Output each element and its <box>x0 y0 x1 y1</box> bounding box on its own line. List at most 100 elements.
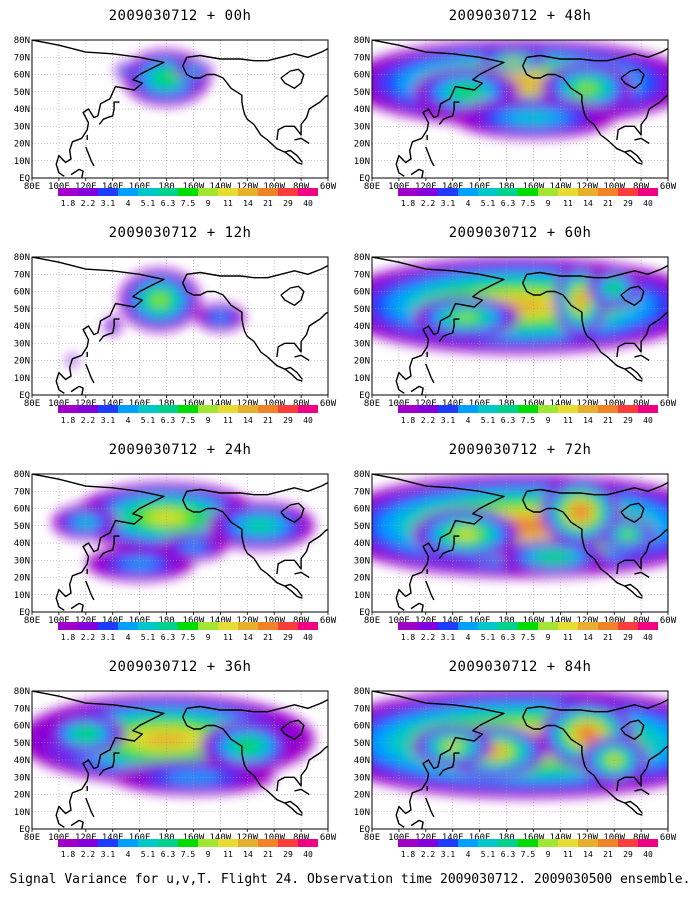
colorbar-swatch <box>618 188 638 196</box>
lon-tick-label: 120E <box>415 182 437 190</box>
colorbar-swatch <box>138 405 158 413</box>
lon-tick-label: 80E <box>364 833 380 841</box>
colorbar-swatch <box>578 188 598 196</box>
lon-tick-label: 180 <box>158 833 174 841</box>
colorbar-swatch <box>418 622 438 630</box>
lon-tick-label: 120W <box>236 833 258 841</box>
map-frame <box>371 39 669 179</box>
lon-tick-label: 140E <box>442 616 464 624</box>
lon-tick-label: 60W <box>320 399 337 407</box>
colorbar-label: 5.1 <box>481 850 496 859</box>
lon-tick-label: 160W <box>183 182 205 190</box>
colorbar-label: 29 <box>283 416 293 425</box>
colorbar-swatch <box>578 405 598 413</box>
colorbar-label: 9 <box>546 416 551 425</box>
colorbar-label: 5.1 <box>481 633 496 642</box>
lat-tick-label: 40N <box>14 105 30 115</box>
lat-tick-label: 20N <box>14 357 30 367</box>
colorbar-label: 21 <box>603 633 613 642</box>
lon-tick-label: 120E <box>75 833 97 841</box>
colorbar-label: 9 <box>546 850 551 859</box>
colorbar: 1.8 2.2 3.1 4 5.1 6.3 7.5 9 11 14 21 29 40 <box>398 839 658 859</box>
lon-tick-label: 160E <box>469 616 491 624</box>
lat-tick-label: 40N <box>14 539 30 549</box>
figure-caption: Signal Variance for u,v,T. Flight 24. Ob… <box>9 872 691 887</box>
colorbar-swatch <box>398 405 418 413</box>
colorbar: 1.8 2.2 3.1 4 5.1 6.3 7.5 9 11 14 21 29 40 <box>58 188 318 208</box>
colorbar-label: 21 <box>263 199 273 208</box>
lon-tick-label: 160E <box>129 182 151 190</box>
gridlines <box>372 257 668 395</box>
lon-tick-label: 60W <box>660 616 677 624</box>
lon-tick-label: 140E <box>102 399 124 407</box>
lon-tick-label: 80E <box>24 616 40 624</box>
colorbar-swatch <box>58 405 78 413</box>
colorbar-label: 2.2 <box>421 416 436 425</box>
lon-tick-label: 80W <box>633 833 650 841</box>
lon-tick-label: 80W <box>293 399 310 407</box>
colorbar-label: 7.5 <box>521 633 536 642</box>
colorbar-swatch <box>298 188 318 196</box>
lon-tick-label: 160E <box>469 833 491 841</box>
variance-contour <box>122 68 130 74</box>
lon-tick-label: 140W <box>210 182 232 190</box>
colorbar-label: 4 <box>466 199 471 208</box>
colorbar: 1.8 2.2 3.1 4 5.1 6.3 7.5 9 11 14 21 29 40 <box>58 622 318 642</box>
colorbar-label: 40 <box>303 199 313 208</box>
colorbar-label: 14 <box>583 633 593 642</box>
colorbar-swatch <box>638 405 658 413</box>
colorbar-swatch <box>98 188 118 196</box>
colorbar-label: 11 <box>563 633 573 642</box>
colorbar-swatch <box>278 188 298 196</box>
lat-tick-label: 40N <box>14 756 30 766</box>
colorbar-label: 2.2 <box>81 850 96 859</box>
lat-tick-label: 20N <box>354 140 370 150</box>
colorbar-swatch <box>638 188 658 196</box>
colorbar-label: 21 <box>263 416 273 425</box>
lon-tick-label: 140W <box>550 616 572 624</box>
lon-tick-label: 140E <box>102 182 124 190</box>
colorbar-swatch <box>638 839 658 847</box>
colorbar-swatch <box>398 622 418 630</box>
lon-tick-label: 160W <box>523 616 545 624</box>
colorbar-label: 40 <box>303 850 313 859</box>
colorbar: 1.8 2.2 3.1 4 5.1 6.3 7.5 9 11 14 21 29 40 <box>58 405 318 425</box>
colorbar-swatch <box>478 188 498 196</box>
lat-tick-label: 10N <box>354 808 370 818</box>
panel-title: 2009030712 + 24h <box>108 442 252 458</box>
colorbar-swatch <box>178 188 198 196</box>
colorbar-label: 5.1 <box>481 416 496 425</box>
colorbar-swatch <box>218 188 238 196</box>
colorbar-swatch <box>438 622 458 630</box>
forecast-panel-36h: 2009030712 + 36h 80E 100E 120E 140E 160E 180 1… <box>10 651 350 861</box>
colorbar-swatch <box>398 188 418 196</box>
colorbar-swatch <box>278 622 298 630</box>
colorbar-swatch <box>298 405 318 413</box>
lon-tick-label: 80W <box>293 182 310 190</box>
colorbar-swatch <box>158 405 178 413</box>
lon-tick-label: 120E <box>75 616 97 624</box>
lon-tick-label: 80E <box>364 182 380 190</box>
lon-tick-label: 140E <box>102 616 124 624</box>
lon-tick-label: 180 <box>498 399 514 407</box>
lat-tick-label: 60N <box>14 71 30 81</box>
forecast-panel-84h: 2009030712 + 84h 80E 100E 120E 140E 160E 180 1… <box>350 651 690 861</box>
lat-tick-label: 60N <box>14 505 30 515</box>
lat-tick-label: 10N <box>14 808 30 818</box>
variance-field <box>32 40 328 178</box>
lon-tick-label: 100W <box>603 833 625 841</box>
colorbar-label: 7.5 <box>181 633 196 642</box>
lon-tick-label: 100E <box>48 616 70 624</box>
colorbar-label: 40 <box>303 416 313 425</box>
colorbar-label: 7.5 <box>521 416 536 425</box>
colorbar-swatch <box>638 622 658 630</box>
lon-tick-label: 100W <box>603 399 625 407</box>
colorbar-swatch <box>538 405 558 413</box>
variance-field <box>32 474 328 612</box>
colorbar-label: 1.8 <box>401 416 416 425</box>
colorbar-swatch <box>618 405 638 413</box>
colorbar-swatch <box>498 839 518 847</box>
colorbar-label: 7.5 <box>181 416 196 425</box>
lat-tick-label: 60N <box>354 288 370 298</box>
forecast-panel-12h: 2009030712 + 12h 80E 100E 120E 140E 160E 180 1… <box>10 217 350 427</box>
